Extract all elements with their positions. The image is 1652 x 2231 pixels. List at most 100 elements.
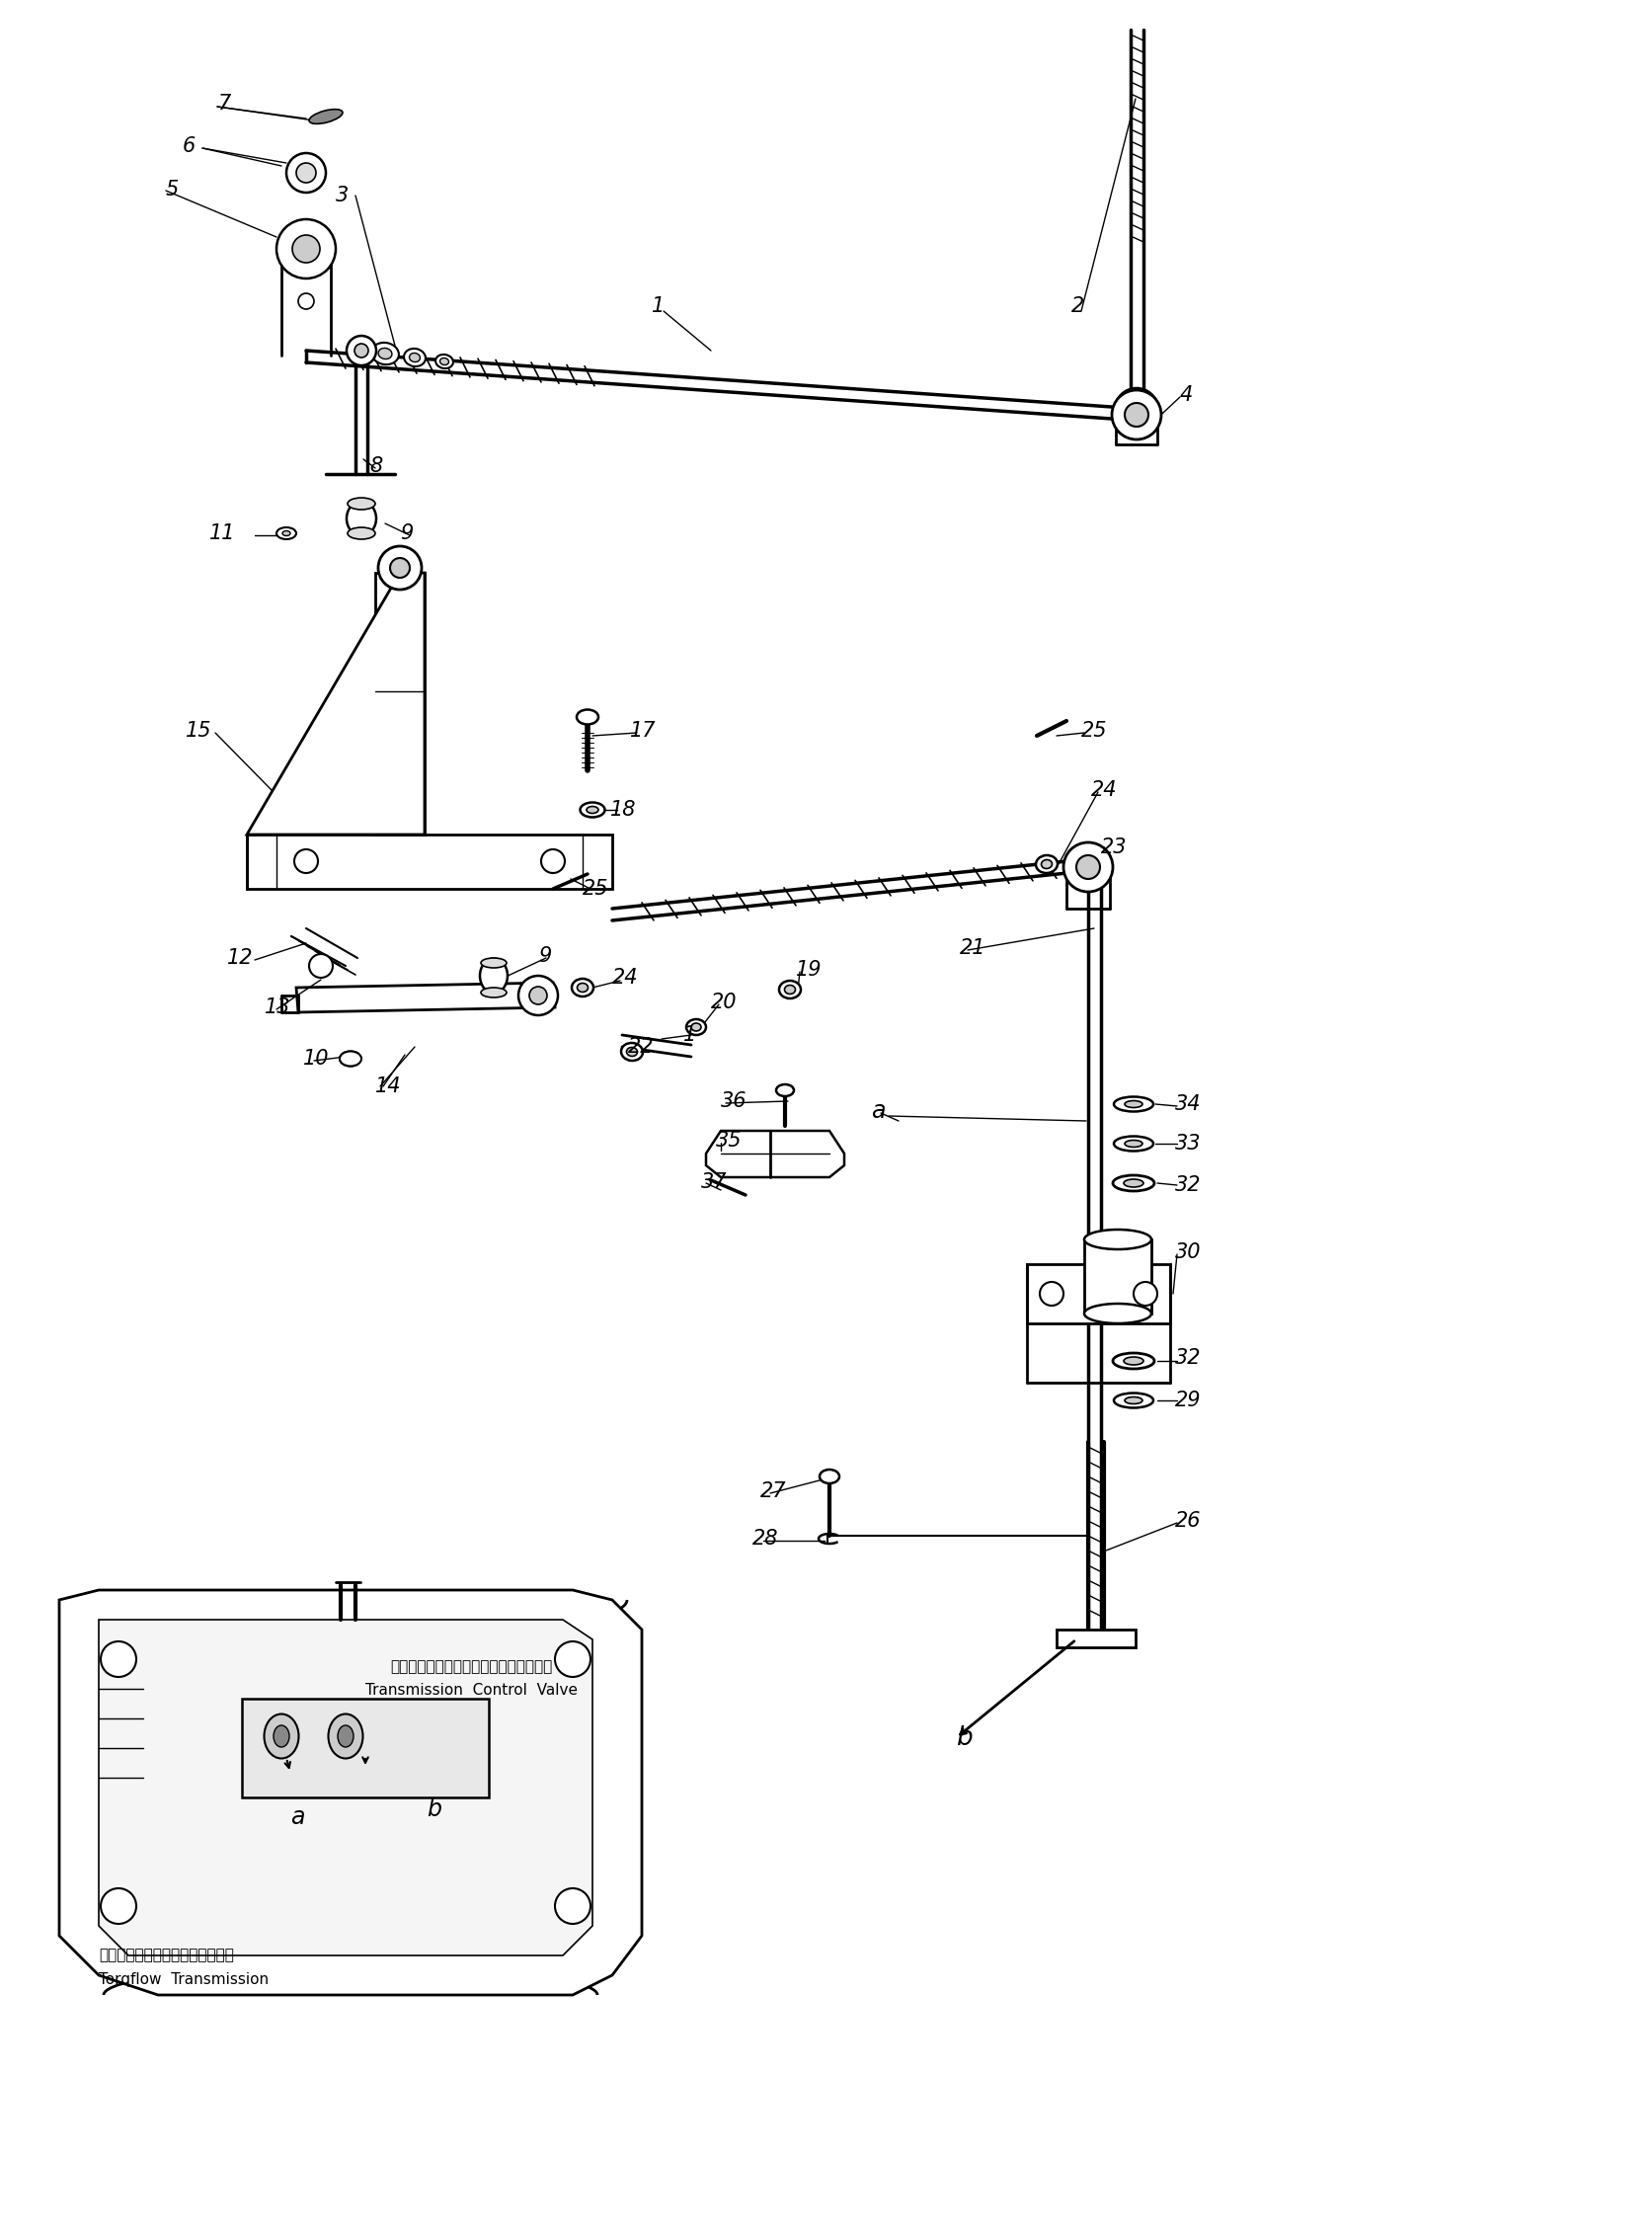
Ellipse shape [686, 1020, 705, 1035]
Ellipse shape [580, 803, 605, 817]
Ellipse shape [1125, 1140, 1143, 1147]
Ellipse shape [347, 527, 375, 540]
Circle shape [1125, 404, 1148, 426]
Polygon shape [59, 1591, 643, 1995]
Circle shape [1127, 399, 1146, 419]
Ellipse shape [572, 979, 593, 997]
Text: 24: 24 [1090, 781, 1117, 801]
Ellipse shape [309, 109, 342, 123]
Text: 29: 29 [1175, 1390, 1201, 1410]
Circle shape [529, 986, 547, 1004]
Ellipse shape [347, 498, 375, 509]
Circle shape [296, 163, 316, 183]
Ellipse shape [347, 502, 377, 535]
Text: 21: 21 [960, 939, 986, 957]
Text: 18: 18 [610, 801, 636, 819]
Text: 27: 27 [760, 1481, 786, 1501]
Polygon shape [99, 1620, 593, 1954]
Ellipse shape [481, 988, 507, 997]
Ellipse shape [586, 805, 598, 814]
Text: 25: 25 [583, 879, 608, 899]
Circle shape [1064, 843, 1113, 892]
Ellipse shape [481, 957, 507, 968]
Ellipse shape [626, 1046, 638, 1055]
Polygon shape [375, 573, 425, 834]
Text: 36: 36 [720, 1091, 747, 1111]
Text: 2: 2 [1072, 297, 1084, 317]
Text: 10: 10 [304, 1049, 329, 1069]
Text: 19: 19 [796, 959, 823, 979]
Text: 17: 17 [629, 721, 656, 741]
Ellipse shape [329, 1713, 363, 1758]
Text: 28: 28 [752, 1528, 778, 1548]
Ellipse shape [785, 986, 795, 995]
Text: 4: 4 [1180, 386, 1193, 404]
Ellipse shape [1125, 1397, 1143, 1403]
Ellipse shape [1036, 854, 1057, 872]
Text: 13: 13 [264, 997, 291, 1017]
Text: 8: 8 [370, 457, 382, 475]
Ellipse shape [577, 709, 598, 725]
Bar [1057, 1629, 1135, 1646]
Circle shape [101, 1887, 135, 1923]
Text: 24: 24 [613, 968, 638, 988]
Ellipse shape [479, 959, 507, 993]
Ellipse shape [1123, 1180, 1143, 1187]
Ellipse shape [691, 1024, 700, 1031]
Circle shape [286, 154, 325, 192]
Text: Torqflow  Transmission: Torqflow Transmission [99, 1972, 269, 1988]
Ellipse shape [819, 1470, 839, 1484]
Text: Transmission  Control  Valve: Transmission Control Valve [365, 1684, 578, 1698]
Ellipse shape [276, 527, 296, 540]
Text: 7: 7 [218, 94, 230, 114]
Text: 20: 20 [710, 993, 737, 1013]
Ellipse shape [410, 352, 420, 361]
Polygon shape [705, 1131, 844, 1178]
Ellipse shape [1113, 1392, 1153, 1408]
Circle shape [390, 558, 410, 578]
Text: a: a [291, 1805, 304, 1829]
Text: 6: 6 [183, 136, 195, 156]
Text: 5: 5 [165, 181, 178, 199]
Ellipse shape [274, 1725, 289, 1747]
Text: 26: 26 [1175, 1510, 1201, 1530]
Circle shape [101, 1642, 135, 1678]
Ellipse shape [1084, 1303, 1151, 1323]
Ellipse shape [1041, 859, 1052, 868]
Ellipse shape [1113, 1176, 1155, 1191]
Ellipse shape [1113, 1098, 1153, 1111]
Circle shape [294, 850, 317, 872]
Ellipse shape [436, 355, 453, 368]
Circle shape [555, 1642, 590, 1678]
Ellipse shape [1113, 1136, 1153, 1151]
Ellipse shape [1125, 1100, 1143, 1107]
Text: 12: 12 [226, 948, 253, 968]
Text: 37: 37 [700, 1171, 727, 1191]
Text: 32: 32 [1175, 1348, 1201, 1368]
Ellipse shape [1123, 1356, 1143, 1365]
Text: a: a [871, 1100, 885, 1122]
Ellipse shape [378, 348, 392, 359]
Circle shape [1133, 1283, 1158, 1305]
Text: 1: 1 [684, 1024, 697, 1044]
Text: 9: 9 [539, 946, 552, 966]
Text: 23: 23 [1100, 837, 1127, 857]
Text: 32: 32 [1175, 1176, 1201, 1196]
Circle shape [355, 344, 368, 357]
Text: 30: 30 [1175, 1243, 1201, 1263]
Ellipse shape [577, 984, 588, 993]
Ellipse shape [372, 344, 398, 364]
Ellipse shape [264, 1713, 299, 1758]
Ellipse shape [780, 982, 801, 999]
Text: 15: 15 [185, 721, 211, 741]
Circle shape [1112, 390, 1161, 440]
Circle shape [292, 234, 320, 263]
Ellipse shape [337, 1725, 354, 1747]
Ellipse shape [621, 1042, 643, 1060]
Text: 22: 22 [628, 1037, 654, 1057]
Circle shape [276, 219, 335, 279]
Ellipse shape [405, 348, 426, 366]
Ellipse shape [340, 1051, 362, 1066]
Bar [241, 1698, 489, 1798]
Circle shape [1077, 854, 1100, 879]
